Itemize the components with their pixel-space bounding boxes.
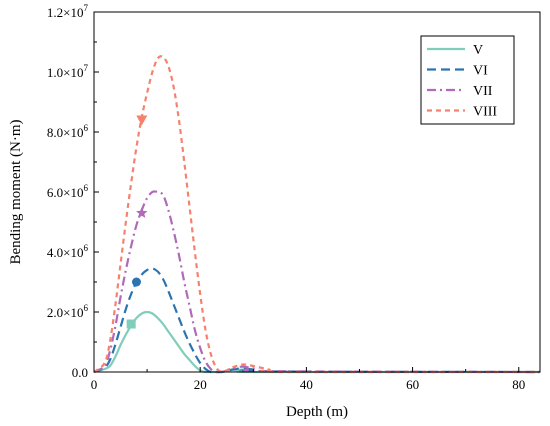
y-tick-label: 8.0×106 — [47, 123, 89, 140]
y-axis-title: Bending moment (N·m) — [8, 120, 24, 265]
series-line-v — [93, 310, 540, 374]
y-tick-label: 4.0×106 — [47, 243, 89, 260]
x-tick-label: 20 — [194, 377, 207, 392]
x-axis-title: Depth (m) — [286, 404, 348, 420]
y-tick-label: 2.0×106 — [47, 303, 89, 320]
legend-label-vii: VII — [473, 84, 493, 99]
y-tick-label: 6.0×106 — [47, 183, 89, 200]
series-marker-vii — [136, 207, 148, 218]
legend: V VI VII VIII — [420, 35, 515, 125]
x-tick-label: 60 — [406, 377, 419, 392]
y-tick-label: 0.0 — [72, 365, 88, 380]
plot-area — [93, 55, 541, 374]
legend-box — [420, 35, 515, 125]
x-tick-label: 80 — [512, 377, 525, 392]
x-tick-label: 40 — [300, 377, 313, 392]
series-line-vi — [93, 267, 541, 374]
y-tick-label: 1.2×107 — [47, 3, 89, 20]
legend-label-viii: VIII — [473, 105, 497, 120]
legend-label-v: V — [473, 43, 483, 58]
series-line-viii — [93, 55, 540, 374]
legend-label-vi: VI — [473, 64, 488, 79]
series-marker-viii — [136, 115, 148, 126]
series-line-vii — [93, 190, 541, 374]
series-marker-vi — [131, 277, 141, 287]
x-tick-label: 0 — [91, 377, 98, 392]
axes: 0 20 40 60 80 0.0 2.0×106 4.0×106 6.0×106 8.0×106… — [8, 3, 541, 420]
y-tick-label: 1.0×107 — [47, 63, 89, 80]
series-marker-v — [126, 319, 136, 329]
